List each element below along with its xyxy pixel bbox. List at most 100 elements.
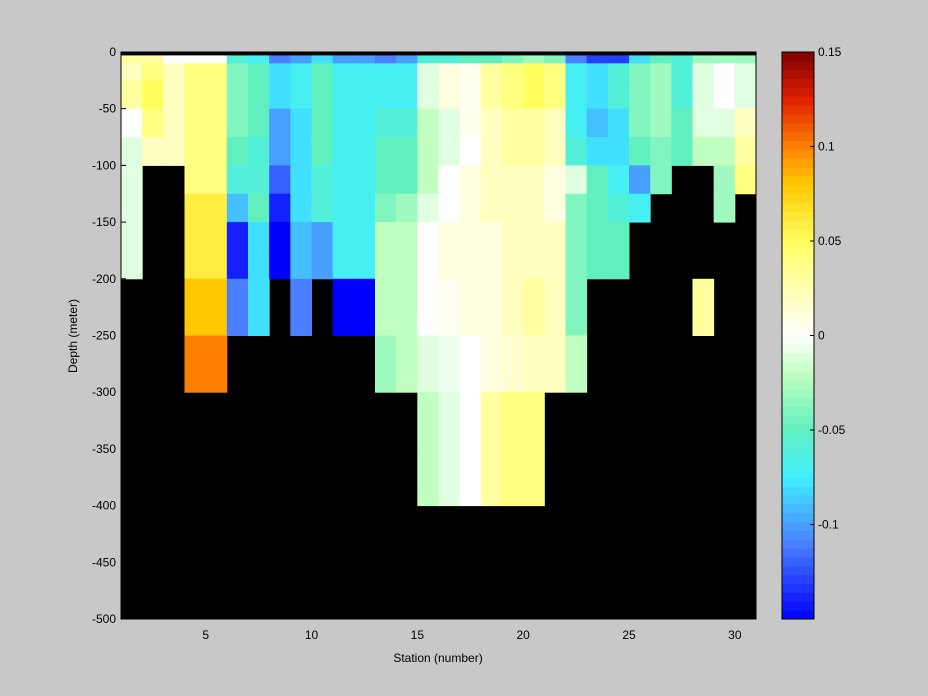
- heatmap-cell: [121, 108, 143, 138]
- heatmap-cell: [544, 108, 566, 138]
- heatmap-cell: [713, 137, 736, 166]
- surface-cell: [375, 55, 397, 64]
- y-axis-label: Depth (meter): [66, 299, 80, 373]
- x-tick-label: 30: [728, 628, 742, 642]
- heatmap-cell: [396, 108, 418, 138]
- heatmap-cell: [713, 108, 736, 138]
- heatmap-cell: [734, 108, 757, 138]
- heatmap-cell: [565, 137, 588, 166]
- colorbar-band: [782, 406, 814, 416]
- colorbar-band: [782, 300, 814, 310]
- heatmap-cell: [396, 80, 418, 110]
- heatmap-cell: [163, 108, 185, 138]
- heatmap-cell: [375, 137, 397, 166]
- heatmap-cell: [226, 193, 249, 223]
- y-tick-label: -250: [92, 329, 116, 343]
- heatmap-cell: [269, 250, 291, 280]
- heatmap-cell: [311, 80, 334, 110]
- heatmap-cell: [459, 137, 482, 166]
- colorbar-tick-label: -0.1: [818, 518, 839, 532]
- heatmap-cell: [607, 63, 630, 81]
- heatmap-cell: [353, 193, 376, 223]
- heatmap-cell: [184, 222, 207, 251]
- colorbar-tick-label: -0.05: [818, 423, 846, 437]
- colorbar: [781, 51, 815, 620]
- heatmap-cell: [184, 193, 207, 223]
- heatmap-cell: [502, 165, 524, 195]
- heatmap-cell: [248, 108, 270, 138]
- heatmap-cell: [311, 193, 334, 223]
- heatmap-cell: [353, 63, 376, 81]
- colorbar-band: [782, 379, 814, 390]
- heatmap-cell: [311, 137, 334, 166]
- colorbar-band: [782, 450, 814, 461]
- surface-cell: [142, 55, 164, 64]
- colorbar-band: [782, 317, 814, 328]
- heatmap-cell: [375, 335, 397, 393]
- heatmap-cell: [650, 108, 672, 138]
- heatmap-cell: [438, 193, 461, 223]
- colorbar-tick-label: 0: [818, 329, 825, 343]
- heatmap-cell: [396, 250, 418, 280]
- heatmap-cell: [248, 63, 270, 81]
- heatmap-cell: [713, 165, 736, 195]
- colorbar-band: [782, 131, 814, 142]
- heatmap-cell: [480, 137, 503, 166]
- heatmap-cell: [480, 278, 503, 336]
- colorbar-band: [782, 388, 814, 399]
- heatmap-cell: [565, 80, 588, 110]
- heatmap-cell: [290, 80, 312, 110]
- heatmap-cell: [353, 222, 376, 251]
- heatmap-cell: [607, 80, 630, 110]
- heatmap-cell: [248, 137, 270, 166]
- heatmap-cell: [163, 80, 185, 110]
- heatmap-cell: [523, 108, 545, 138]
- x-tick-label: 5: [202, 628, 209, 642]
- y-axis: 0 -50 -100 -150 -200 -250 -300 -350 -400 -450 -500: [92, 45, 126, 626]
- heatmap-cell: [417, 63, 439, 81]
- heatmap-cell: [396, 193, 418, 223]
- heatmap-cell: [396, 335, 418, 393]
- heatmap-cell: [502, 250, 524, 280]
- heatmap-cell: [502, 448, 524, 507]
- heatmap-cell: [523, 63, 545, 81]
- colorbar-band: [782, 326, 814, 336]
- heatmap-cell: [523, 335, 545, 393]
- colorbar-band: [782, 246, 814, 257]
- heatmap-cell: [375, 63, 397, 81]
- heatmap-cell: [438, 63, 461, 81]
- colorbar-band: [782, 556, 814, 567]
- heatmap-cell: [142, 137, 164, 166]
- heatmap-cell: [184, 63, 207, 81]
- heatmap-cell: [565, 278, 588, 336]
- heatmap-cell: [311, 63, 334, 81]
- heatmap-cell: [692, 108, 715, 138]
- heatmap-cell: [121, 222, 143, 251]
- heatmap-cell: [184, 335, 207, 393]
- heatmap-cell: [226, 250, 249, 280]
- heatmap-cell: [671, 63, 693, 81]
- surface-cell: [650, 55, 672, 64]
- heatmap-cell: [142, 108, 164, 138]
- heatmap-cell: [121, 63, 143, 81]
- heatmap-cell: [205, 165, 228, 195]
- heatmap-cell: [459, 335, 482, 393]
- colorbar-band: [782, 149, 814, 159]
- heatmap-cell: [565, 335, 588, 393]
- heatmap-cell: [650, 137, 672, 166]
- surface-cell: [565, 55, 588, 64]
- heatmap-cell: [629, 165, 651, 195]
- heatmap-cell: [586, 63, 609, 81]
- colorbar-band: [782, 459, 814, 469]
- heatmap-cell: [438, 278, 461, 336]
- heatmap-cell: [269, 193, 291, 223]
- colorbar-band: [782, 477, 814, 487]
- surface-cell: [459, 55, 482, 64]
- heatmap-cell: [459, 250, 482, 280]
- heatmap-cell: [290, 108, 312, 138]
- heatmap-cell: [438, 165, 461, 195]
- surface-cell: [248, 55, 270, 64]
- heatmap-cell: [586, 193, 609, 223]
- heatmap-cell: [332, 108, 355, 138]
- heatmap-cell: [713, 193, 736, 223]
